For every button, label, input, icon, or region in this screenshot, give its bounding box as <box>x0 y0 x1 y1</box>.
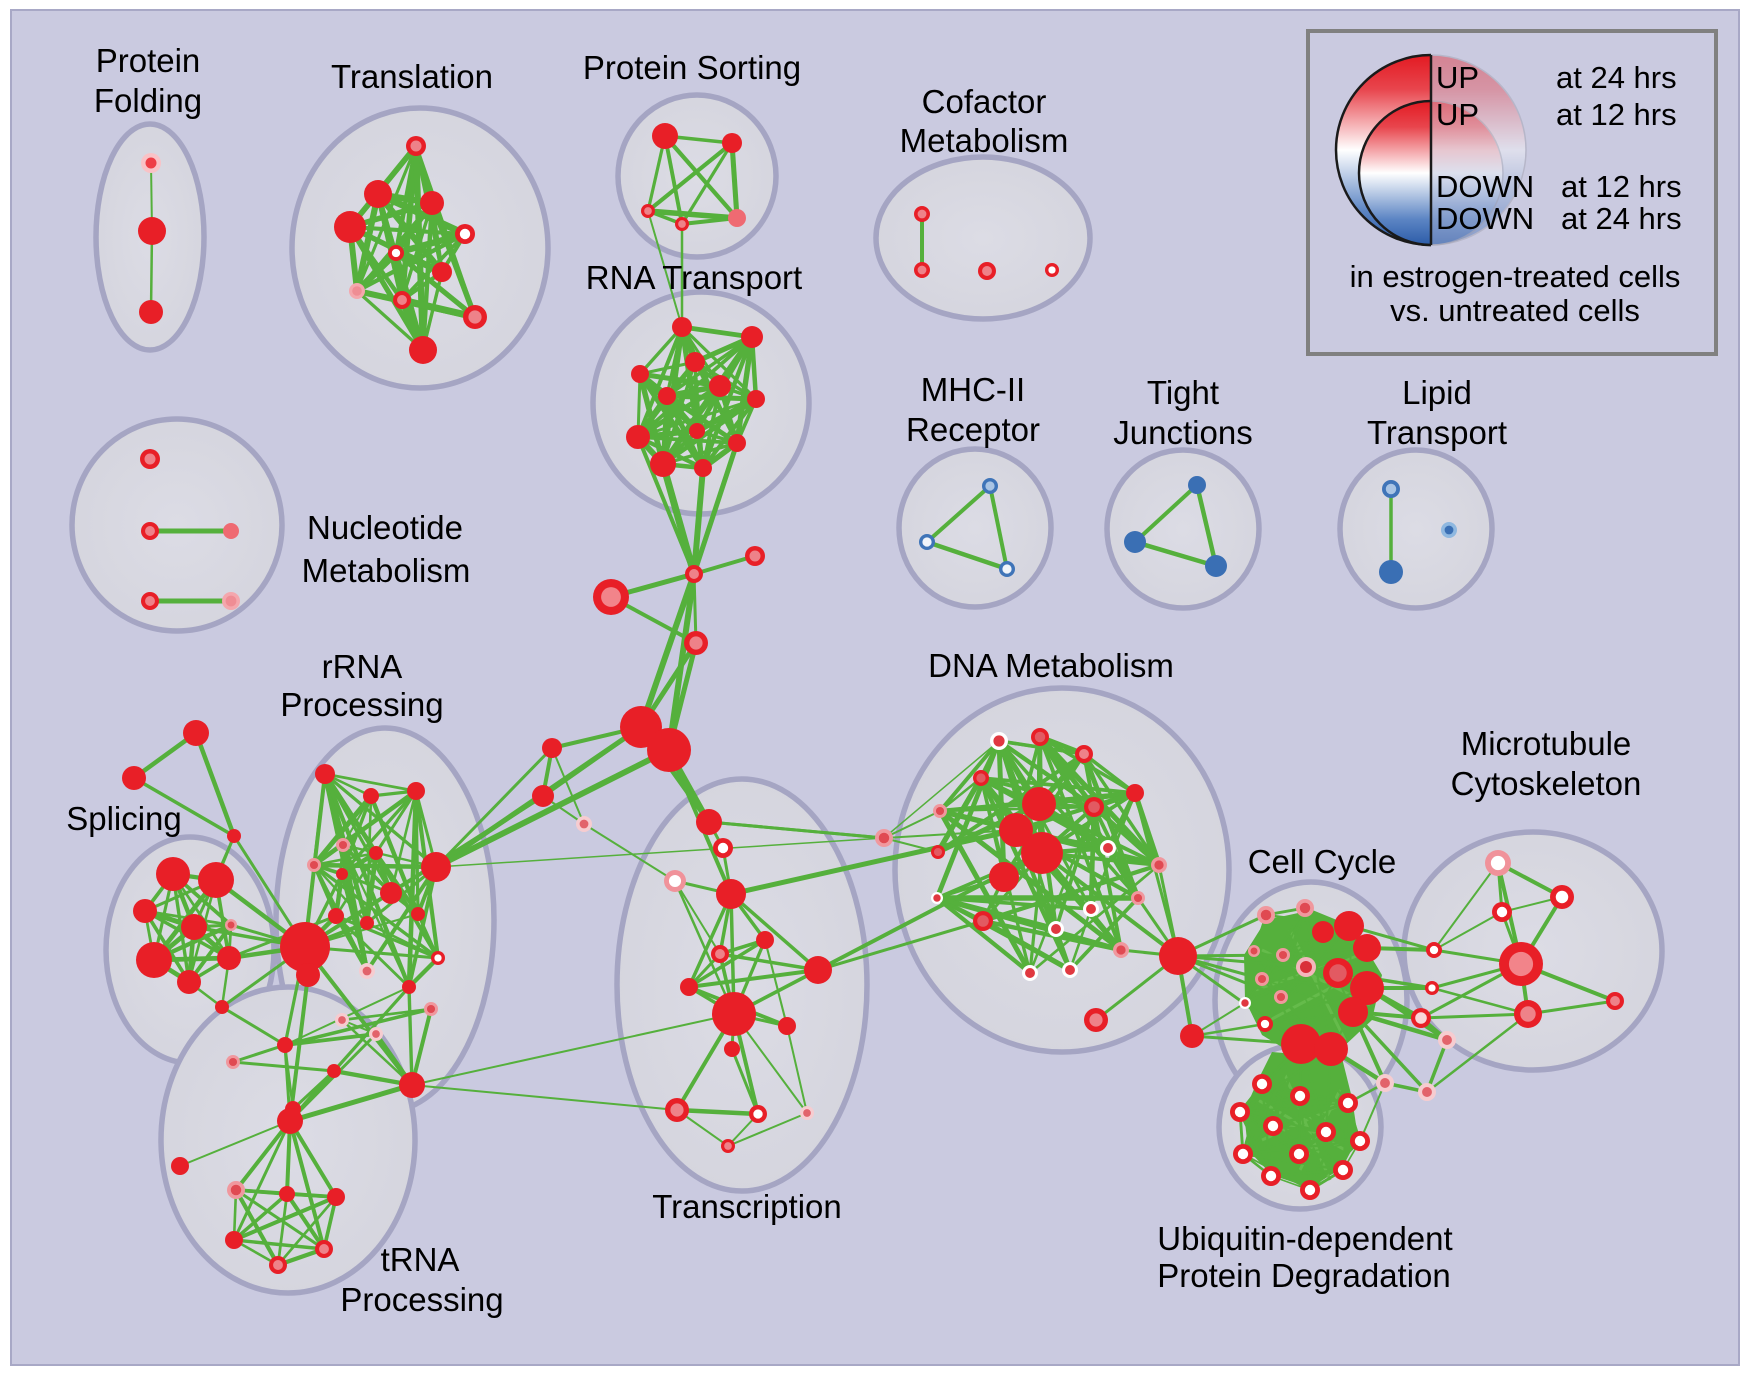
svg-text:Splicing: Splicing <box>66 800 182 837</box>
svg-text:Receptor: Receptor <box>906 411 1040 448</box>
svg-text:Folding: Folding <box>94 82 202 119</box>
svg-text:tRNA: tRNA <box>381 1241 460 1278</box>
svg-text:Transcription: Transcription <box>652 1188 842 1225</box>
svg-text:at 24 hrs: at 24 hrs <box>1561 201 1682 236</box>
svg-text:Lipid: Lipid <box>1402 374 1472 411</box>
svg-text:Processing: Processing <box>340 1281 503 1318</box>
svg-text:Microtubule: Microtubule <box>1461 725 1632 762</box>
svg-text:at 12 hrs: at 12 hrs <box>1561 169 1682 204</box>
svg-text:Nucleotide: Nucleotide <box>307 509 463 546</box>
svg-text:UP: UP <box>1436 60 1479 95</box>
svg-text:at 24 hrs: at 24 hrs <box>1556 60 1677 95</box>
svg-text:RNA Transport: RNA Transport <box>586 259 802 296</box>
svg-text:Ubiquitin-dependent: Ubiquitin-dependent <box>1157 1220 1452 1257</box>
svg-text:Tight: Tight <box>1147 374 1219 411</box>
svg-text:Transport: Transport <box>1367 414 1507 451</box>
svg-text:in estrogen-treated cells: in estrogen-treated cells <box>1350 259 1681 294</box>
svg-text:UP: UP <box>1436 97 1479 132</box>
svg-text:Metabolism: Metabolism <box>900 122 1069 159</box>
svg-text:Protein: Protein <box>96 42 201 79</box>
svg-text:MHC-II: MHC-II <box>921 371 1025 408</box>
svg-text:vs. untreated cells: vs. untreated cells <box>1390 293 1640 328</box>
svg-text:Processing: Processing <box>280 686 443 723</box>
svg-text:Cell Cycle: Cell Cycle <box>1248 843 1397 880</box>
svg-text:DOWN: DOWN <box>1436 201 1534 236</box>
svg-text:Protein Sorting: Protein Sorting <box>583 49 801 86</box>
svg-text:at 12 hrs: at 12 hrs <box>1556 97 1677 132</box>
svg-text:Cofactor: Cofactor <box>922 83 1047 120</box>
svg-text:Protein Degradation: Protein Degradation <box>1157 1257 1451 1294</box>
svg-text:Translation: Translation <box>331 58 493 95</box>
svg-text:rRNA: rRNA <box>322 648 403 685</box>
svg-text:DNA Metabolism: DNA Metabolism <box>928 647 1174 684</box>
svg-text:Metabolism: Metabolism <box>302 552 471 589</box>
svg-text:Cytoskeleton: Cytoskeleton <box>1451 765 1642 802</box>
svg-text:DOWN: DOWN <box>1436 169 1534 204</box>
svg-text:Junctions: Junctions <box>1113 414 1252 451</box>
